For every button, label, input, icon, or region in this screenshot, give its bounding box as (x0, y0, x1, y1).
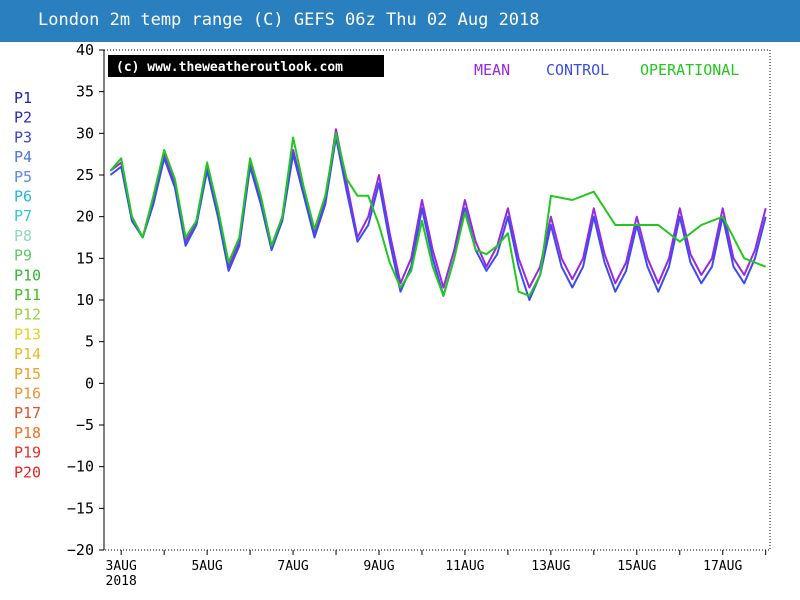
legend-control: CONTROL (546, 61, 609, 79)
series-line-mean (109, 128, 767, 289)
y-tick-label: −5 (76, 416, 94, 434)
legend-member-p15: P15 (14, 365, 41, 383)
y-tick-label: 10 (76, 291, 94, 309)
x-tick-label: 11AUG (445, 559, 484, 574)
watermark-text: (c) www.theweatheroutlook.com (116, 60, 343, 75)
legend-operational: OPERATIONAL (640, 61, 739, 79)
y-tick-label: 15 (76, 249, 94, 267)
legend-member-p17: P17 (14, 404, 41, 422)
y-tick-label: −15 (67, 499, 94, 517)
y-tick-label: −20 (67, 541, 94, 559)
y-tick-label: 0 (85, 374, 94, 392)
legend-member-p16: P16 (14, 385, 41, 403)
legend-member-p14: P14 (14, 345, 41, 363)
legend-member-p9: P9 (14, 247, 32, 265)
x-tick-label: 7AUG (277, 559, 308, 574)
legend-member-p18: P18 (14, 424, 41, 442)
x-tick-label: 3AUG (106, 559, 137, 574)
y-tick-label: 40 (76, 41, 94, 59)
chart-title: London 2m temp range (C) GEFS 06z Thu 02… (38, 10, 540, 30)
legend-member-p3: P3 (14, 128, 32, 146)
legend-member-p10: P10 (14, 266, 41, 284)
legend-member-p2: P2 (14, 109, 32, 127)
legend-mean: MEAN (474, 61, 510, 79)
legend-member-p12: P12 (14, 306, 41, 324)
x-tick-label: 5AUG (191, 559, 222, 574)
y-tick-label: 20 (76, 208, 94, 226)
x-tick-sublabel: 2018 (106, 574, 137, 589)
y-tick-label: 5 (85, 333, 94, 351)
legend-member-p13: P13 (14, 325, 41, 343)
chart-header: London 2m temp range (C) GEFS 06z Thu 02… (0, 0, 800, 42)
y-tick-label: 30 (76, 124, 94, 142)
legend-member-p1: P1 (14, 89, 32, 107)
plot-area (103, 49, 771, 551)
x-tick-label: 9AUG (363, 559, 394, 574)
x-tick-label: 17AUG (703, 559, 742, 574)
legend-member-p4: P4 (14, 148, 32, 166)
legend-member-p20: P20 (14, 463, 41, 481)
legend-member-p5: P5 (14, 168, 32, 186)
x-tick-label: 15AUG (617, 559, 656, 574)
series-line-control (109, 136, 767, 301)
legend-member-p7: P7 (14, 207, 32, 225)
y-tick-label: −10 (67, 458, 94, 476)
legend-member-p8: P8 (14, 227, 32, 245)
legend-member-p11: P11 (14, 286, 41, 304)
watermark-background (108, 55, 384, 77)
y-tick-label: 25 (76, 166, 94, 184)
watermark: (c) www.theweatheroutlook.com (108, 55, 384, 77)
legend-member-p19: P19 (14, 444, 41, 462)
series-line-operational (109, 132, 767, 297)
y-tick-label: 35 (76, 83, 94, 101)
legend-member-p6: P6 (14, 188, 32, 206)
x-tick-label: 13AUG (531, 559, 570, 574)
